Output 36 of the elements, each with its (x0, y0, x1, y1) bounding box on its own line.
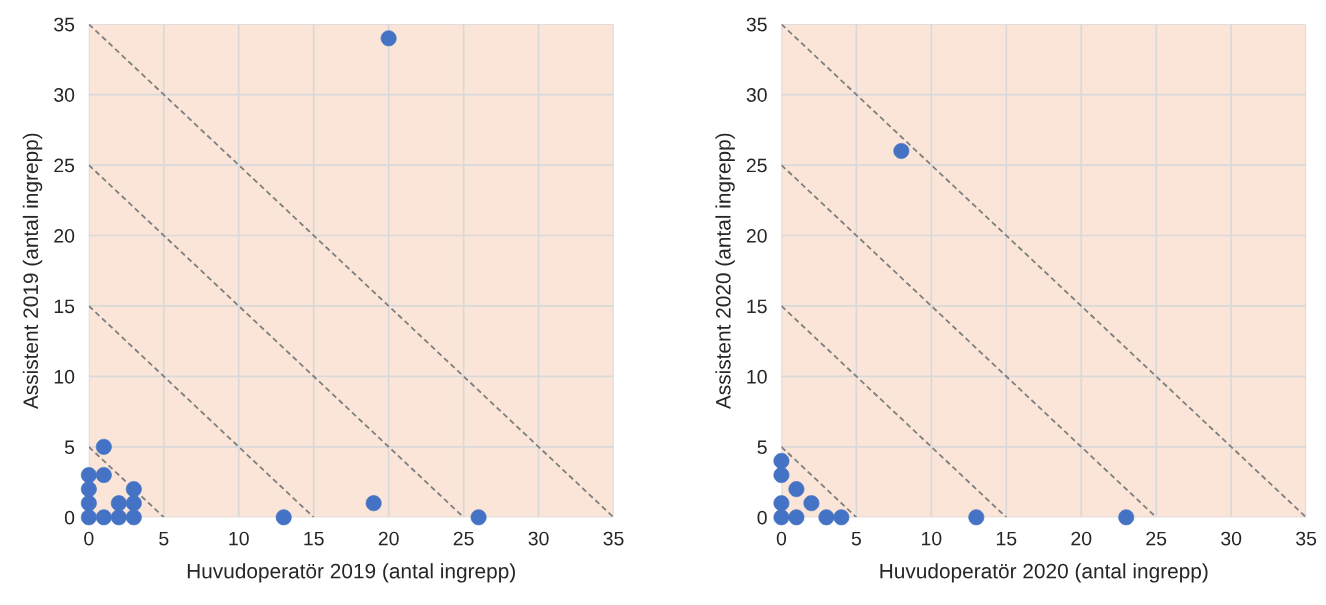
y-tick-label: 35 (746, 17, 767, 32)
x-axis-title: Huvudoperatör 2019 (antal ingrepp) (187, 563, 515, 583)
x-tick-label: 35 (1296, 531, 1317, 546)
x-tick-label: 10 (922, 531, 942, 546)
x-tick-label: 15 (996, 531, 1017, 546)
y-tick-label: 30 (746, 88, 767, 102)
x-tick-label: 30 (1221, 531, 1242, 546)
y-tick-label: 25 (54, 158, 75, 173)
x-tick-label: 15 (304, 531, 324, 546)
x-tick-label: 25 (453, 531, 474, 546)
y-tick-label: 0 (64, 510, 75, 525)
x-tick-label: 0 (776, 531, 787, 546)
x-tick-label: 5 (851, 531, 861, 546)
y-tick-label: 25 (746, 158, 767, 173)
x-tick-label: 20 (1071, 531, 1092, 546)
x-tick-label: 35 (603, 531, 624, 546)
x-tick-label: 10 (229, 531, 249, 546)
y-axis-title: Assistent 2020 (antal ingrepp) (715, 133, 735, 410)
y-tick-label: 35 (54, 17, 75, 32)
y-tick-label: 5 (64, 440, 75, 455)
y-tick-label: 20 (746, 228, 767, 243)
x-tick-label: 20 (378, 531, 399, 546)
x-axis-title: Huvudoperatör 2020 (antal ingrepp) (880, 563, 1208, 583)
y-tick-label: 0 (757, 510, 767, 525)
x-tick-label: 25 (1146, 531, 1167, 546)
x-tick-label: 5 (159, 531, 169, 546)
y-tick-label: 10 (747, 369, 767, 384)
y-tick-label: 10 (54, 369, 75, 384)
y-tick-label: 5 (757, 440, 767, 455)
y-axis-title: Assistent 2019 (antal ingrepp) (22, 133, 43, 410)
y-tick-label: 30 (54, 88, 75, 102)
y-tick-label: 20 (54, 228, 75, 243)
y-tick-label: 15 (54, 299, 75, 314)
x-tick-label: 30 (528, 531, 549, 546)
y-tick-label: 15 (747, 299, 767, 314)
x-tick-label: 0 (84, 531, 94, 546)
